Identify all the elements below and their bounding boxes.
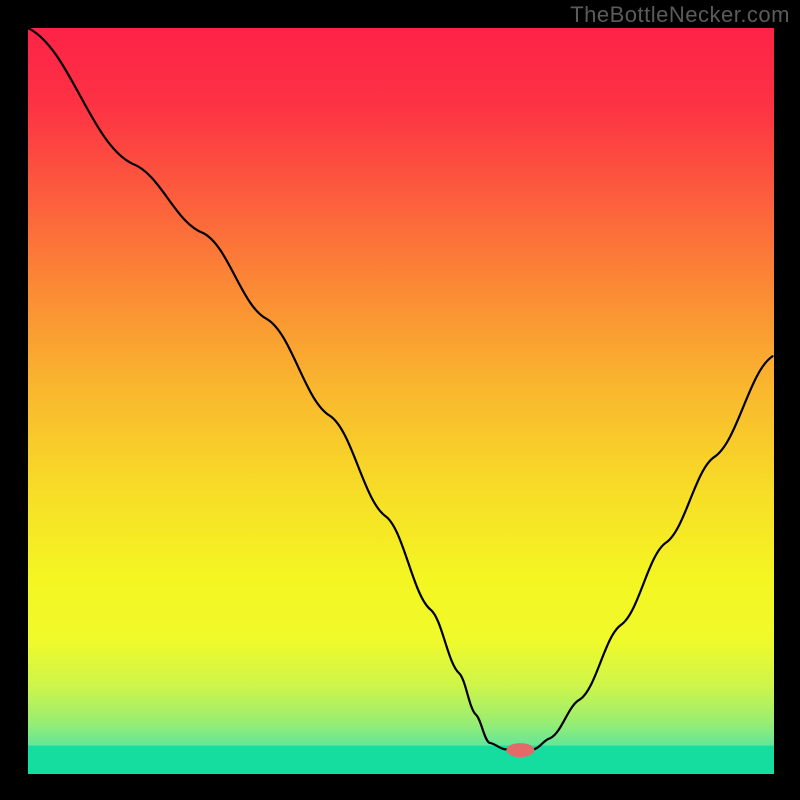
watermark-text: TheBottleNecker.com xyxy=(570,2,790,28)
chart-stage: TheBottleNecker.com xyxy=(0,0,800,800)
green-band xyxy=(28,746,774,774)
chart-svg xyxy=(0,0,800,800)
plot-background xyxy=(28,28,774,774)
optimal-marker xyxy=(506,743,534,757)
